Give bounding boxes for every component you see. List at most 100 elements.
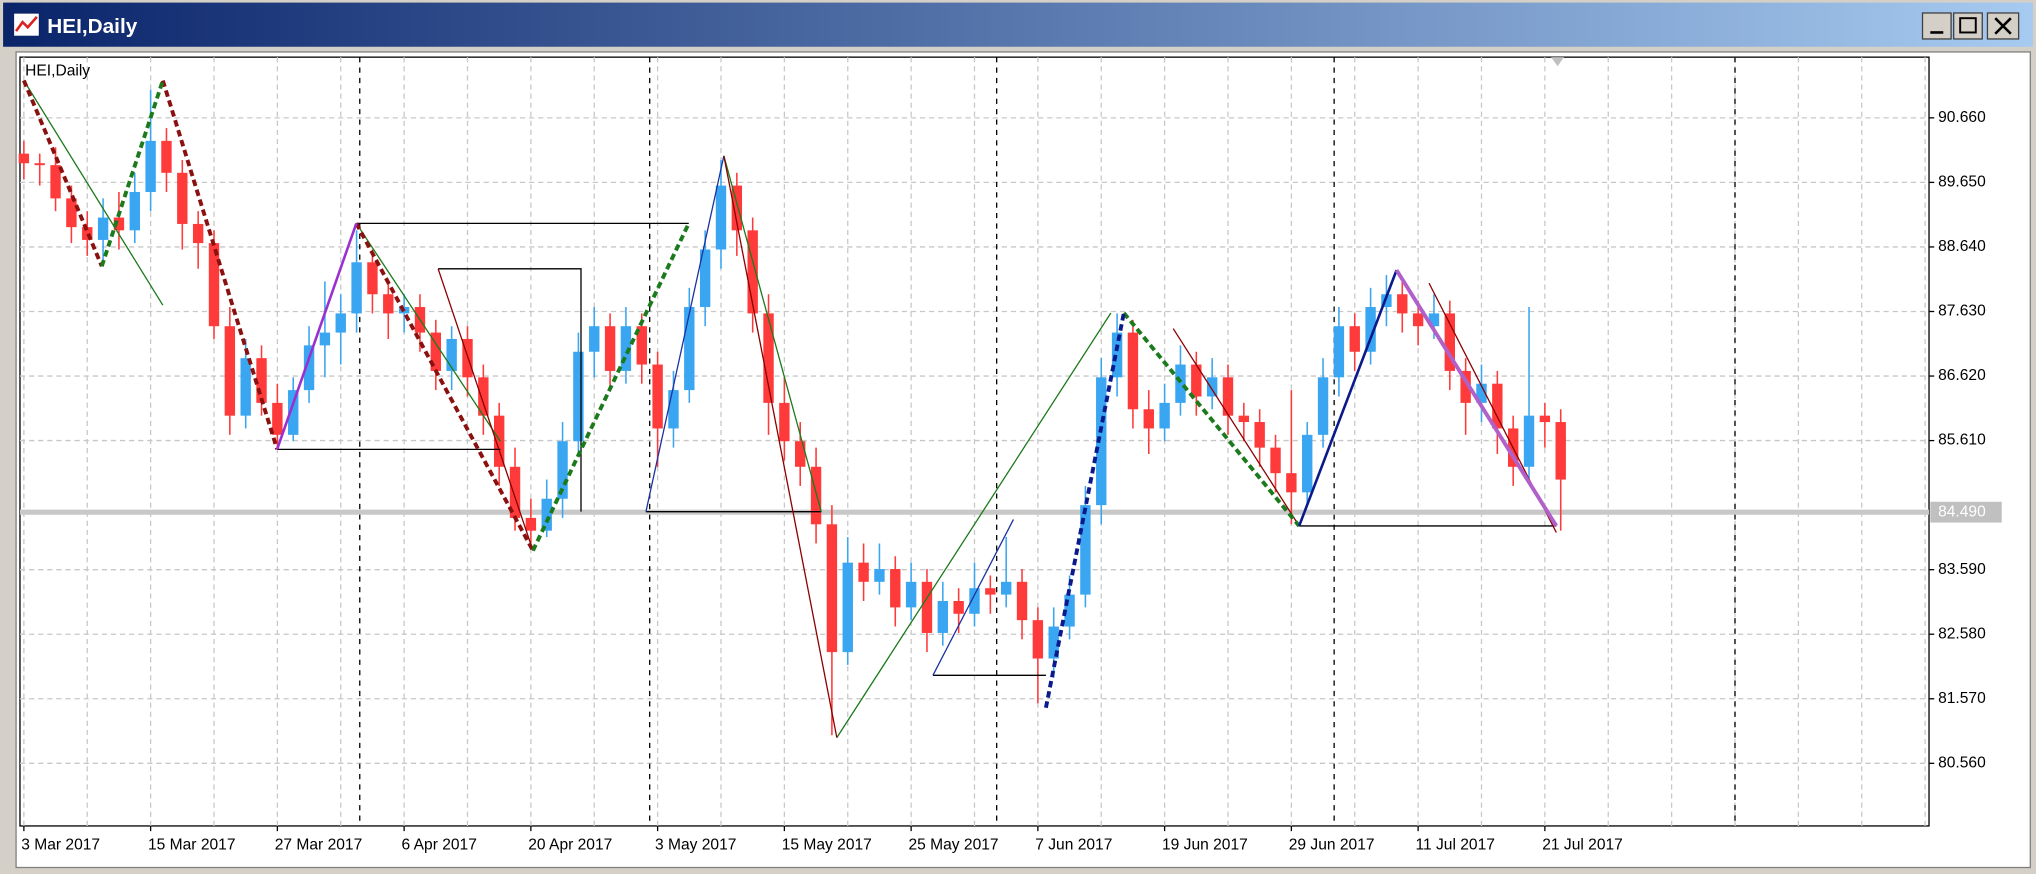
y-tick-label: 81.570 [1938, 690, 1986, 707]
candle-body [1523, 415, 1535, 467]
candle-body [1317, 377, 1329, 435]
candle-body [1000, 581, 1012, 595]
candle-body [874, 569, 885, 582]
candle-body [795, 441, 806, 467]
y-tick-label: 88.640 [1938, 238, 1986, 255]
candle-body [224, 326, 236, 416]
maximize-glyph [1959, 17, 1977, 34]
drawing-line [437, 268, 534, 551]
candle-body [525, 517, 537, 531]
candle-body [1381, 294, 1392, 308]
x-tick-label: 29 Jun 2017 [1289, 837, 1375, 854]
candle-body [921, 581, 933, 633]
window-buttons [1921, 12, 2020, 40]
candle-body [1270, 447, 1281, 474]
x-tick-label: 25 May 2017 [909, 837, 999, 854]
maximize-button[interactable] [1953, 12, 1983, 40]
drawing-line [723, 155, 838, 738]
candle-body [636, 326, 647, 365]
candle-body [985, 588, 996, 595]
chart-title: HEI,Daily [25, 63, 90, 80]
candle-body [715, 185, 727, 250]
candle-body [351, 262, 362, 314]
candle-body [303, 345, 315, 391]
candle-body [1397, 294, 1408, 314]
candle-body [1302, 434, 1313, 493]
drawing-line [1394, 269, 1558, 527]
candle-body [478, 377, 489, 416]
candle-body [50, 165, 61, 199]
candle-body [1080, 505, 1091, 595]
y-tick-label: 90.660 [1938, 109, 1986, 126]
window-title: HEI,Daily [47, 15, 137, 38]
drawing-line [438, 268, 582, 512]
candle-body [288, 390, 299, 435]
candle-body [905, 581, 917, 608]
drawing-line [1172, 328, 1300, 527]
candle-body [1349, 326, 1360, 352]
candle-body [969, 588, 980, 614]
candle-body [1064, 594, 1075, 627]
candle-body [953, 600, 964, 614]
candle-body [1444, 313, 1455, 371]
candle-body [826, 524, 838, 653]
close-glyph [1994, 17, 2012, 35]
candle-body [509, 466, 521, 518]
candle-body [573, 351, 584, 442]
candle-body [1127, 332, 1139, 410]
drawing-line [1044, 312, 1126, 709]
candle-body [604, 326, 616, 371]
candle-body [1159, 402, 1170, 429]
x-tick-label: 11 Jul 2017 [1416, 837, 1495, 854]
current-price-box [1930, 501, 2002, 523]
minimize-button[interactable] [1921, 12, 1952, 40]
window-icon-glyph [15, 16, 38, 32]
candle-body [1254, 422, 1265, 448]
candle-body [842, 562, 853, 653]
candle-body [383, 294, 394, 314]
candle-body [208, 243, 220, 327]
candle-body [779, 402, 790, 442]
candle-body [367, 262, 378, 295]
candle-body [1365, 307, 1376, 352]
candle-body [97, 217, 109, 240]
y-tick-label: 86.620 [1938, 367, 1986, 384]
candle-body [668, 390, 679, 429]
candle-body [937, 600, 949, 633]
candle-body [747, 230, 758, 314]
close-button[interactable] [1986, 12, 2020, 40]
drawing-line [836, 312, 1112, 738]
candle-body [1286, 473, 1297, 493]
candle-body [1333, 326, 1345, 378]
candle-body [18, 153, 30, 164]
x-tick-label: 7 Jun 2017 [1035, 837, 1112, 854]
candle-body [1206, 377, 1218, 397]
candle-body [652, 364, 663, 429]
candle-body [430, 332, 442, 371]
candle-body [256, 358, 267, 403]
candle-body [1096, 377, 1107, 506]
drawing-line [723, 155, 822, 512]
candle-body [177, 172, 188, 224]
candle-body [1428, 313, 1440, 327]
candle-body [1032, 620, 1044, 659]
candle-body [272, 402, 283, 435]
y-tick-label: 85.610 [1938, 432, 1986, 449]
candle-body [319, 332, 331, 346]
candle-body [1476, 383, 1487, 403]
candle-body [810, 466, 822, 525]
candle-body [589, 326, 600, 352]
x-tick-label: 3 Mar 2017 [21, 837, 100, 854]
x-tick-label: 15 Mar 2017 [148, 837, 235, 854]
candle-body [192, 223, 204, 244]
candle-body [1048, 626, 1059, 659]
drawing-line [932, 519, 1015, 676]
y-tick-label: 83.590 [1938, 561, 1986, 578]
candle-body [620, 326, 632, 371]
drawing-line [1297, 269, 1398, 527]
candle-body [446, 338, 457, 371]
candle-body [493, 415, 505, 467]
candle-body [1460, 370, 1471, 403]
